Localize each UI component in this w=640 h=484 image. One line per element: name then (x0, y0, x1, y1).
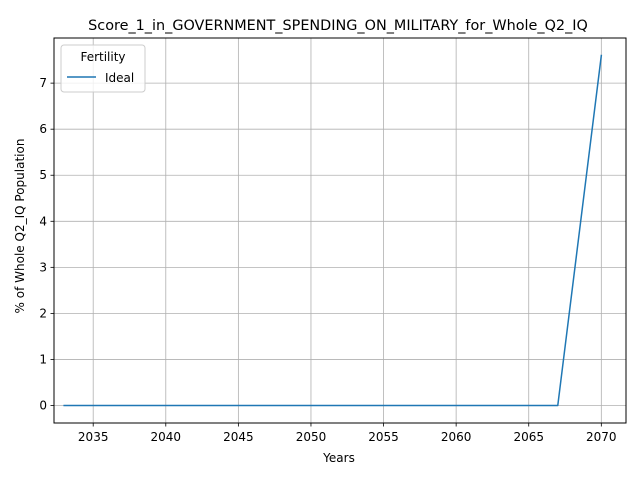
y-tick-label: 4 (39, 214, 47, 228)
y-tick-label: 2 (39, 306, 47, 320)
x-tick-label: 2065 (513, 430, 544, 444)
y-axis-label: % of Whole Q2_IQ Population (13, 139, 27, 314)
x-tick-label: 2060 (441, 430, 472, 444)
y-tick-label: 0 (39, 399, 47, 413)
plot-frame (53, 37, 627, 424)
y-tick-label: 1 (39, 352, 47, 366)
x-tick-label: 2045 (223, 430, 254, 444)
y-tick-label: 6 (39, 122, 47, 136)
series-layer (63, 54, 603, 407)
x-tick-label: 2040 (151, 430, 182, 444)
y-tick-label: 5 (39, 168, 47, 182)
axis-ticks: 2035 2040 2045 2050 2055 2060 2065 2070 0 1 2 3 4 5 6 7 (39, 76, 616, 444)
series-line-ideal (63, 54, 603, 407)
y-tick-label: 3 (39, 260, 47, 274)
x-tick-label: 2050 (296, 430, 327, 444)
legend: Fertility Ideal (60, 44, 146, 93)
y-tick-label: 7 (39, 76, 47, 90)
x-tick-label: 2035 (78, 430, 109, 444)
x-tick-label: 2070 (586, 430, 617, 444)
legend-label-ideal: Ideal (105, 71, 134, 85)
legend-title: Fertility (80, 50, 125, 64)
chart-title: Score_1_in_GOVERNMENT_SPENDING_ON_MILITA… (88, 18, 588, 34)
x-tick-label: 2055 (368, 430, 399, 444)
x-axis-label: Years (322, 451, 355, 465)
legend-box (60, 44, 146, 93)
